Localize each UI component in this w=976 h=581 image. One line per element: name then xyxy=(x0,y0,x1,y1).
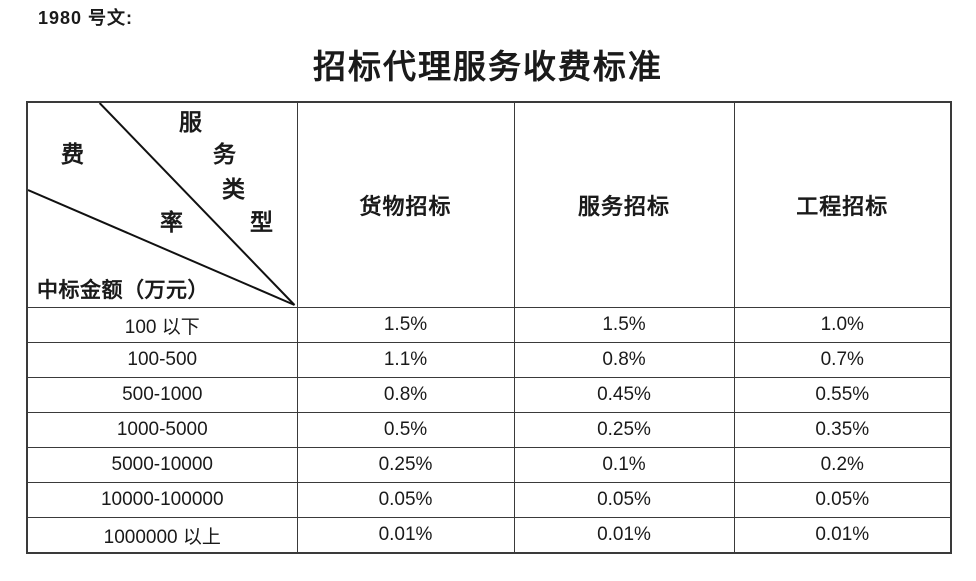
column-header-goods-bidding: 货物招标 xyxy=(296,101,515,308)
fee-cell: 1.0% xyxy=(733,307,952,343)
row-label: 5000-10000 xyxy=(26,447,298,483)
corner-axis-char-service-type-1: 服 xyxy=(179,110,202,135)
fee-cell: 0.2% xyxy=(733,447,952,483)
fee-standard-table: 服 务 类 型 费 率 中标金额（万元） 货物招标 服务招标 工程招标 100 … xyxy=(26,101,952,554)
table-row: 1000000 以上 0.01% 0.01% 0.01% xyxy=(26,517,952,554)
row-label: 100 以下 xyxy=(26,307,298,343)
row-label: 10000-100000 xyxy=(26,482,298,518)
diagonal-line-lower xyxy=(28,189,295,306)
table-row: 10000-100000 0.05% 0.05% 0.05% xyxy=(26,482,952,518)
corner-axis-char-service-type-3: 类 xyxy=(222,177,245,202)
corner-axis-char-service-type-4: 型 xyxy=(250,210,273,235)
page-title: 招标代理服务收费标准 xyxy=(313,50,663,86)
fee-cell: 0.8% xyxy=(513,342,735,378)
doc-number: 1980 号文: xyxy=(38,8,134,28)
table-row: 100 以下 1.5% 1.5% 1.0% xyxy=(26,307,952,343)
corner-row-axis-label: 中标金额（万元） xyxy=(37,278,209,302)
corner-axis-char-service-type-2: 务 xyxy=(213,142,236,167)
fee-cell: 0.7% xyxy=(733,342,952,378)
fee-cell: 0.1% xyxy=(513,447,735,483)
diagonal-divider-lines xyxy=(28,103,296,306)
row-label: 500-1000 xyxy=(26,377,298,413)
fee-cell: 0.05% xyxy=(513,482,735,518)
fee-cell: 1.1% xyxy=(296,342,515,378)
table-row: 500-1000 0.8% 0.45% 0.55% xyxy=(26,377,952,413)
row-label: 1000000 以上 xyxy=(26,517,298,554)
fee-cell: 0.01% xyxy=(513,517,735,554)
fee-cell: 0.5% xyxy=(296,412,515,448)
table-row: 5000-10000 0.25% 0.1% 0.2% xyxy=(26,447,952,483)
diagonal-corner-cell: 服 务 类 型 费 率 中标金额（万元） xyxy=(26,101,298,308)
fee-cell: 0.25% xyxy=(296,447,515,483)
row-label: 100-500 xyxy=(26,342,298,378)
row-label: 1000-5000 xyxy=(26,412,298,448)
fee-cell: 0.01% xyxy=(733,517,952,554)
corner-axis-char-rate-2: 率 xyxy=(160,210,183,235)
fee-cell: 0.8% xyxy=(296,377,515,413)
column-header-engineering-bidding: 工程招标 xyxy=(733,101,952,308)
table-header-row: 服 务 类 型 费 率 中标金额（万元） 货物招标 服务招标 工程招标 xyxy=(26,101,952,308)
fee-cell: 0.25% xyxy=(513,412,735,448)
fee-cell: 1.5% xyxy=(513,307,735,343)
fee-cell: 0.35% xyxy=(733,412,952,448)
fee-cell: 0.55% xyxy=(733,377,952,413)
fee-cell: 0.45% xyxy=(513,377,735,413)
column-header-service-bidding: 服务招标 xyxy=(513,101,735,308)
fee-cell: 0.01% xyxy=(296,517,515,554)
diagonal-line-upper xyxy=(98,103,296,306)
fee-cell: 0.05% xyxy=(296,482,515,518)
fee-cell: 1.5% xyxy=(296,307,515,343)
table-row: 1000-5000 0.5% 0.25% 0.35% xyxy=(26,412,952,448)
corner-axis-char-rate-1: 费 xyxy=(61,142,84,167)
fee-cell: 0.05% xyxy=(733,482,952,518)
table-row: 100-500 1.1% 0.8% 0.7% xyxy=(26,342,952,378)
